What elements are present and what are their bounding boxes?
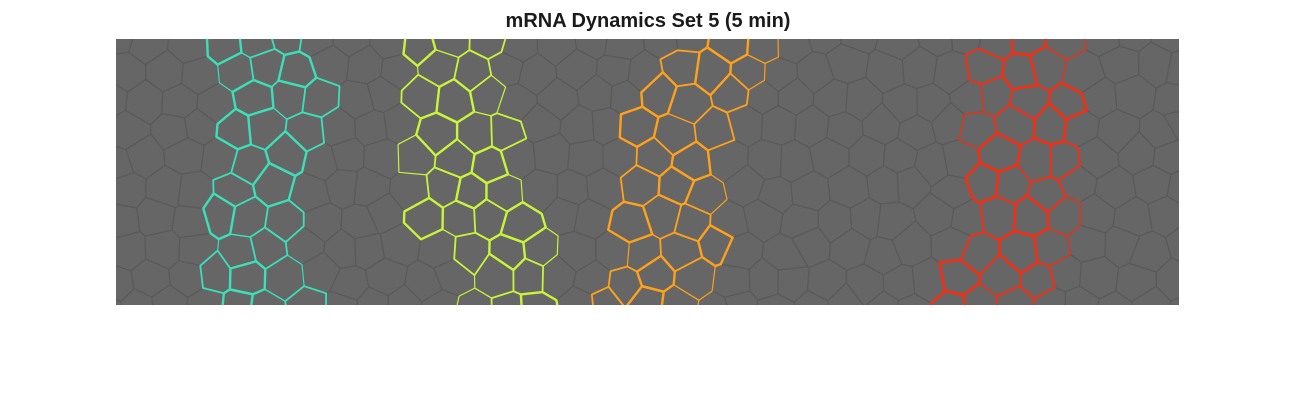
background-cell (186, 287, 225, 305)
stripe-4-cell (962, 282, 998, 305)
background-cell (865, 290, 899, 305)
stripe-2-cell (519, 290, 559, 305)
background-cell (120, 288, 154, 305)
background-cell (151, 284, 189, 305)
background-cell (116, 298, 122, 305)
figure-title: mRNA Dynamics Set 5 (5 min) (505, 10, 791, 32)
background-cell (1130, 285, 1172, 305)
background-cell (356, 286, 390, 305)
background-cells (116, 39, 1179, 305)
background-cell (421, 289, 460, 305)
background-cell (325, 290, 359, 305)
stripe-1-cell (284, 285, 327, 305)
background-cell (1165, 50, 1179, 86)
background-cell (1169, 297, 1179, 305)
background-cell (1162, 110, 1179, 142)
cell-tissue-image (116, 39, 1179, 305)
stripe-1-cell (250, 288, 287, 305)
background-cell (826, 281, 864, 305)
background-cell (1097, 290, 1133, 305)
background-cell (897, 293, 932, 305)
stripe-3-cell (626, 285, 665, 305)
background-cell (723, 290, 759, 305)
background-cell (1166, 170, 1179, 205)
stripe-2-cell (456, 287, 493, 305)
background-cell (387, 283, 423, 305)
stripe-1-cell (221, 288, 254, 305)
stripe-4-cell (995, 284, 1035, 305)
stripe-4-cell (930, 289, 967, 305)
stripe-3-cell (661, 284, 700, 305)
background-cell (1064, 285, 1101, 305)
expression-stripes (199, 39, 1088, 305)
background-cell (1165, 226, 1179, 262)
plot-area (116, 39, 1179, 305)
background-cell (555, 285, 594, 305)
background-cell (1152, 82, 1179, 116)
stripe-2-cell (490, 290, 523, 305)
background-cell (793, 289, 830, 305)
stripe-3-cell (590, 285, 625, 305)
